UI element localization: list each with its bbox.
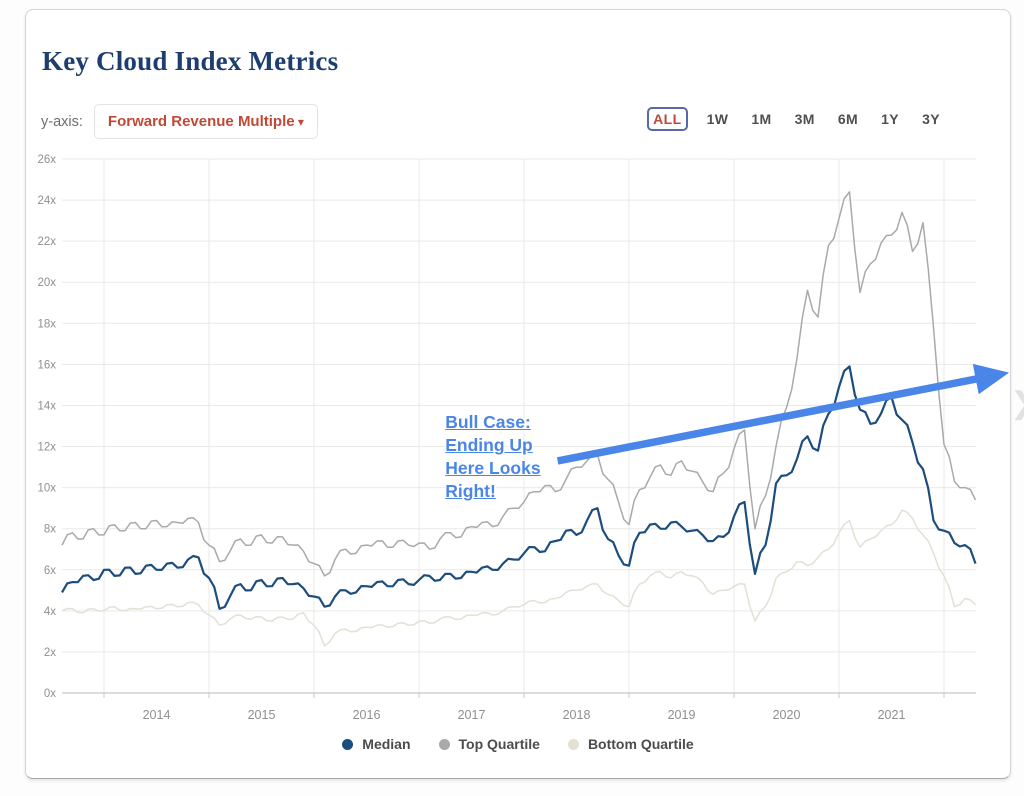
- y-axis-dropdown-value: Forward Revenue Multiple: [107, 113, 295, 130]
- x-axis-year-label: 2017: [458, 708, 486, 722]
- legend-dot-icon: [342, 738, 354, 750]
- range-button-3y[interactable]: 3Y: [918, 108, 944, 130]
- legend-item-bottom-quartile[interactable]: Bottom Quartile: [567, 736, 694, 752]
- legend-item-median[interactable]: Median: [342, 736, 411, 752]
- legend-label: Median: [362, 736, 411, 752]
- y-axis-tick-label: 20x: [37, 277, 56, 289]
- y-axis-dropdown[interactable]: Forward Revenue Multiple ▾: [93, 104, 318, 139]
- page-next-chevron-icon[interactable]: ❯: [1010, 386, 1024, 421]
- range-button-1w[interactable]: 1W: [703, 108, 733, 130]
- range-button-1m[interactable]: 1M: [747, 108, 775, 130]
- bull-case-annotation-line: Right!: [445, 481, 496, 502]
- series-line-bottom-quartile: [61, 509, 977, 647]
- x-axis-year-label: 2021: [878, 708, 906, 722]
- y-axis-tick-label: 22x: [37, 236, 56, 248]
- chart-card: Key Cloud Index Metrics y-axis: Forward …: [25, 9, 1011, 779]
- controls-row: y-axis: Forward Revenue Multiple ▾ ALL 1W…: [41, 104, 995, 140]
- y-axis-tick-label: 26x: [37, 154, 56, 166]
- legend-item-top-quartile[interactable]: Top Quartile: [438, 736, 540, 752]
- series-line-median: [61, 365, 977, 610]
- x-axis-year-label: 2020: [773, 708, 801, 722]
- x-axis-year-label: 2014: [143, 708, 171, 722]
- bull-case-arrow-head: [972, 363, 1010, 395]
- x-axis-year-label: 2015: [248, 708, 276, 722]
- bull-case-arrow-shaft: [556, 374, 981, 465]
- range-button-3m[interactable]: 3M: [791, 108, 819, 130]
- y-axis-tick-label: 8x: [44, 524, 56, 536]
- range-button-1y[interactable]: 1Y: [877, 108, 903, 130]
- y-axis-tick-label: 24x: [37, 195, 56, 207]
- series-line-top-quartile: [61, 191, 977, 577]
- chart-legend: Median Top Quartile Bottom Quartile: [26, 736, 1010, 752]
- y-axis-tick-label: 14x: [37, 400, 56, 412]
- y-axis-tick-label: 4x: [44, 606, 56, 618]
- legend-label: Bottom Quartile: [587, 736, 694, 752]
- y-axis-tick-label: 10x: [37, 483, 56, 495]
- bull-case-annotation: Bull Case: Ending Up Here Looks Right!: [445, 411, 540, 503]
- chevron-down-icon: ▾: [297, 114, 304, 129]
- x-axis-year-label: 2019: [668, 708, 696, 722]
- y-axis-tick-label: 12x: [37, 442, 56, 454]
- y-axis-selector-group: y-axis: Forward Revenue Multiple ▾: [41, 104, 318, 139]
- x-axis-year-label: 2018: [563, 708, 591, 722]
- legend-dot-icon: [567, 738, 579, 750]
- legend-label: Top Quartile: [458, 736, 540, 752]
- y-axis-tick-label: 18x: [37, 318, 56, 330]
- y-axis-tick-label: 16x: [37, 359, 56, 371]
- range-button-all[interactable]: ALL: [647, 107, 688, 131]
- y-axis-tick-label: 6x: [44, 565, 56, 577]
- legend-dot-icon: [438, 738, 450, 750]
- x-axis-year-label: 2016: [353, 708, 381, 722]
- time-range-selector: ALL 1W 1M 3M 6M 1Y 3Y: [647, 107, 944, 131]
- range-button-6m[interactable]: 6M: [834, 108, 862, 130]
- chart-plot[interactable]: 0x 2x 4x 6x 8x 10x 12x 14x 16x 18x 20x 22x 24x 26x 201…: [26, 10, 1012, 780]
- y-axis-tick-label: 2x: [44, 647, 56, 659]
- bull-case-annotation-line: Bull Case:: [445, 412, 531, 433]
- y-axis-tick-label: 0x: [44, 688, 56, 700]
- page-title: Key Cloud Index Metrics: [42, 46, 339, 76]
- y-axis-label: y-axis:: [41, 113, 83, 130]
- bull-case-annotation-line: Ending Up: [445, 435, 533, 456]
- bull-case-annotation-line: Here Looks: [445, 458, 541, 479]
